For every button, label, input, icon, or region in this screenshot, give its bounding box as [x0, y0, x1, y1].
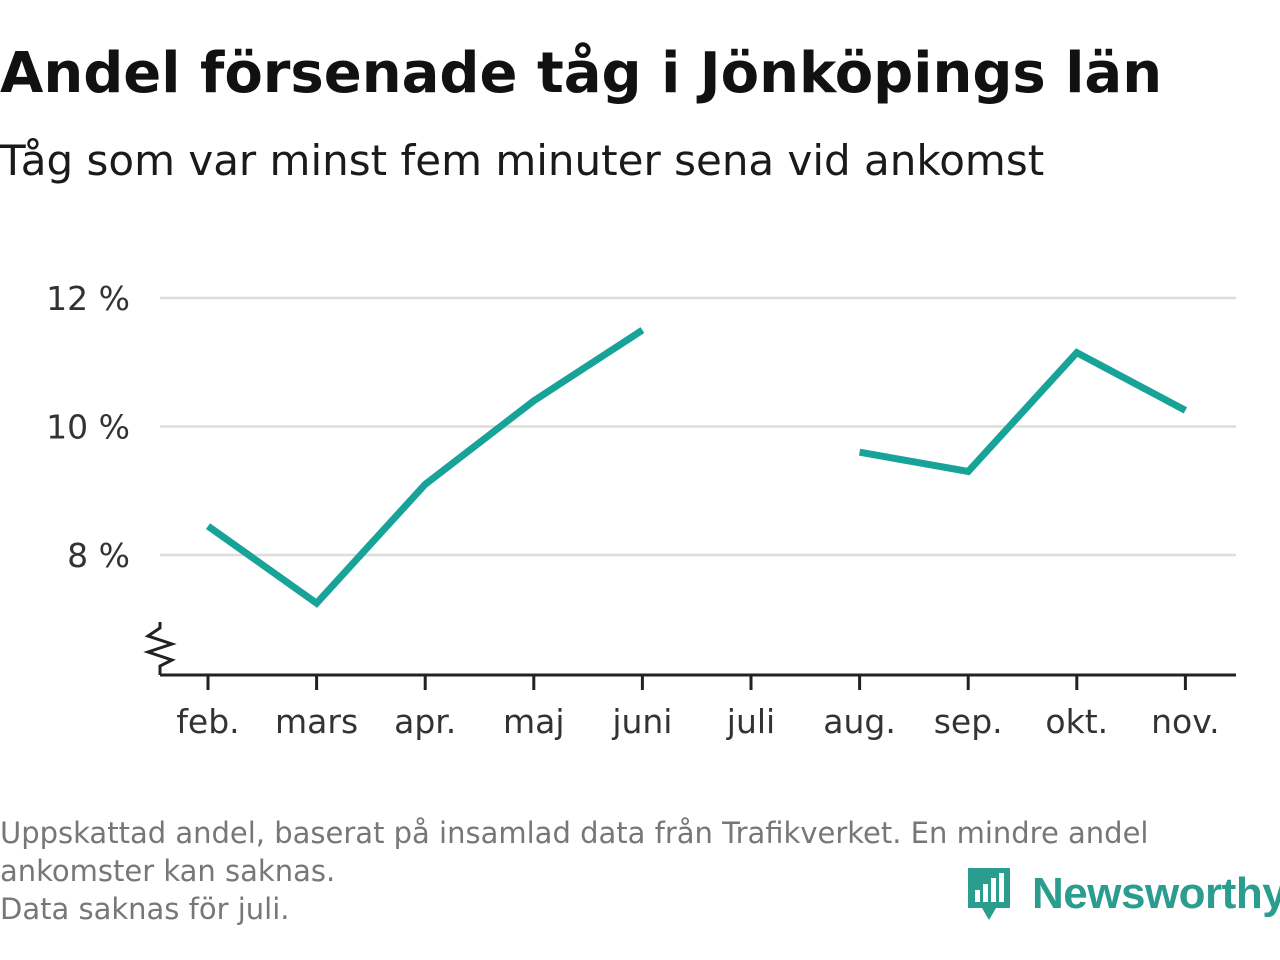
- x-tick-label: aug.: [823, 702, 896, 741]
- chart-subtitle: Tåg som var minst fem minuter sena vid a…: [0, 136, 1045, 185]
- x-tick-label: juni: [611, 702, 672, 741]
- x-tick-label: sep.: [934, 702, 1003, 741]
- y-tick-label: 10 %: [46, 408, 130, 447]
- footnote-line: ankomster kan saknas.: [0, 854, 336, 888]
- series-lines: [205, 327, 1188, 608]
- chart-title: Andel försenade tåg i Jönköpings län: [0, 41, 1163, 106]
- brand-name: Newsworthy: [1032, 869, 1280, 918]
- bar-chart-bubble-icon: [968, 868, 1010, 920]
- footnote-line: Uppskattad andel, baserat på insamlad da…: [0, 816, 1149, 850]
- y-tick-label: 8 %: [67, 536, 130, 575]
- y-tick-label: 12 %: [46, 279, 130, 318]
- x-axis-ticks: feb. mars apr. maj juni juli aug. sep. okt. nov.: [176, 675, 1220, 741]
- axis-break-icon: [143, 622, 177, 675]
- series-line: [205, 327, 645, 608]
- y-axis-tick-labels: 8 % 10 % 12 %: [46, 279, 130, 575]
- x-tick-label: maj: [503, 702, 565, 741]
- x-tick-label: feb.: [176, 702, 239, 741]
- x-tick-label: apr.: [394, 702, 456, 741]
- x-tick-label: nov.: [1151, 702, 1220, 741]
- footnote-line: Data saknas för juli.: [0, 892, 290, 926]
- x-tick-label: okt.: [1045, 702, 1108, 741]
- x-tick-label: juli: [726, 702, 775, 741]
- footnote: Uppskattad andel, baserat på insamlad da…: [0, 814, 1270, 928]
- newsworthy-logo: Newsworthy: [964, 862, 1280, 926]
- x-tick-label: mars: [275, 702, 358, 741]
- gridlines: [160, 296, 1236, 557]
- series-line: [858, 348, 1188, 476]
